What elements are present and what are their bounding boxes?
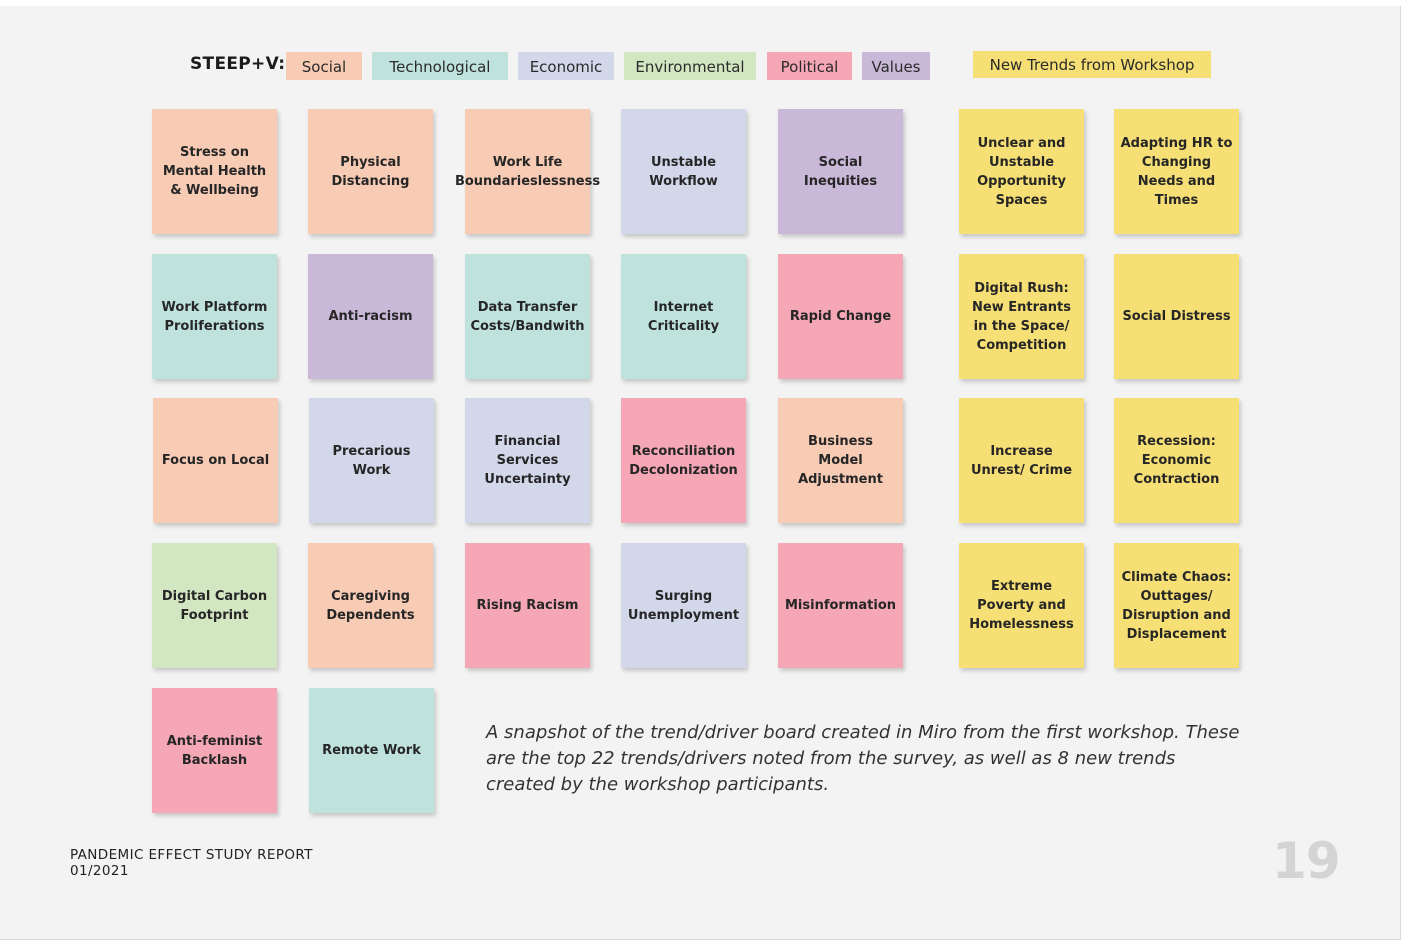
sticky-note[interactable]: Remote Work bbox=[309, 688, 434, 813]
sticky-note[interactable]: Surging Unemployment bbox=[621, 543, 746, 668]
sticky-note[interactable]: Increase Unrest/ Crime bbox=[959, 398, 1084, 523]
legend-chip-new-trends: New Trends from Workshop bbox=[973, 51, 1211, 78]
legend-chip-economic: Economic bbox=[518, 52, 614, 80]
sticky-note[interactable]: Anti-feminist Backlash bbox=[152, 688, 277, 813]
sticky-note[interactable]: Business Model Adjustment bbox=[778, 398, 903, 523]
legend-chip-environmental: Environmental bbox=[624, 52, 756, 80]
legend-chip-social: Social bbox=[286, 52, 362, 80]
legend-chip-political: Political bbox=[767, 52, 852, 80]
sticky-note[interactable]: Social Distress bbox=[1114, 254, 1239, 379]
report-footer: PANDEMIC EFFECT STUDY REPORT 01/2021 bbox=[70, 847, 313, 879]
sticky-note[interactable]: Recession: Economic Contraction bbox=[1114, 398, 1239, 523]
sticky-note[interactable]: Work Life Boundarieslessness bbox=[455, 109, 600, 234]
sticky-note[interactable]: Extreme Poverty and Homelessness bbox=[959, 543, 1084, 668]
sticky-note[interactable]: Rapid Change bbox=[778, 254, 903, 379]
legend-chip-technological: Technological bbox=[372, 52, 508, 80]
report-date: 01/2021 bbox=[70, 863, 129, 879]
sticky-note[interactable]: Unclear and Unstable Opportunity Spaces bbox=[959, 109, 1084, 234]
board-caption: A snapshot of the trend/driver board cre… bbox=[486, 722, 1240, 795]
report-title: PANDEMIC EFFECT STUDY REPORT bbox=[70, 847, 313, 863]
sticky-note[interactable]: Rising Racism bbox=[465, 543, 590, 668]
sticky-note[interactable]: Financial Services Uncertainty bbox=[465, 398, 590, 523]
sticky-note[interactable]: Stress on Mental Health & Wellbeing bbox=[152, 109, 277, 234]
sticky-note[interactable]: Focus on Local bbox=[153, 398, 278, 523]
sticky-note[interactable]: Physical Distancing bbox=[308, 109, 433, 234]
sticky-note[interactable]: Reconciliation Decolonization bbox=[621, 398, 746, 523]
sticky-note[interactable]: Adapting HR to Changing Needs and Times bbox=[1114, 109, 1239, 234]
legend-chip-values: Values bbox=[862, 52, 930, 80]
sticky-note[interactable]: Digital Carbon Footprint bbox=[152, 543, 277, 668]
sticky-note[interactable]: Digital Rush: New Entrants in the Space/… bbox=[959, 254, 1084, 379]
sticky-note[interactable]: Internet Criticality bbox=[621, 254, 746, 379]
sticky-note[interactable]: Data Transfer Costs/Bandwith bbox=[465, 254, 590, 379]
sticky-note[interactable]: Unstable Workflow bbox=[621, 109, 746, 234]
page-number: 19 bbox=[1272, 832, 1341, 890]
sticky-note[interactable]: Work Platform Proliferations bbox=[152, 254, 277, 379]
sticky-note[interactable]: Climate Chaos: Outtages/ Disruption and … bbox=[1114, 543, 1239, 668]
sticky-note[interactable]: Caregiving Dependents bbox=[308, 543, 433, 668]
sticky-note[interactable]: Misinformation bbox=[778, 543, 903, 668]
sticky-note[interactable]: Anti-racism bbox=[308, 254, 433, 379]
sticky-note[interactable]: Precarious Work bbox=[309, 398, 434, 523]
sticky-note[interactable]: Social Inequities bbox=[778, 109, 903, 234]
report-page: STEEP+V: Social Technological Economic E… bbox=[0, 6, 1401, 940]
legend-title: STEEP+V: bbox=[190, 54, 286, 74]
